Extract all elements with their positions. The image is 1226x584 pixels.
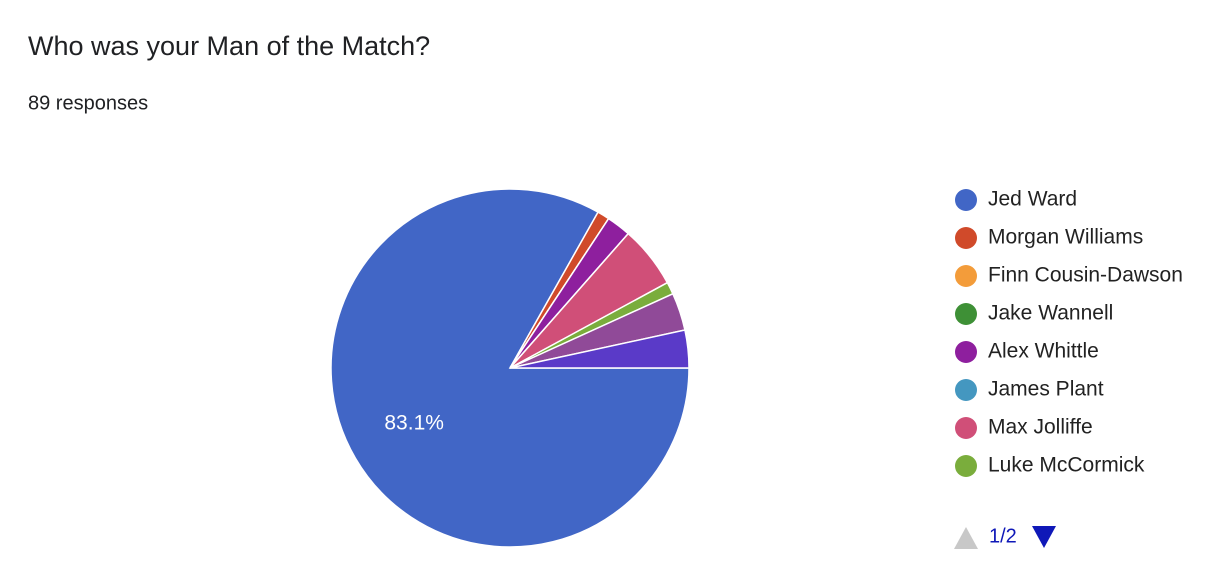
legend-swatch (955, 417, 977, 439)
legend-swatch (955, 455, 977, 477)
pie-slice (509, 329, 690, 369)
legend-label: Max Jolliffe (988, 416, 1093, 439)
legend-label: Finn Cousin-Dawson (988, 264, 1183, 287)
legend-prev-page[interactable] (954, 527, 978, 549)
legend-label: Jake Wannell (988, 302, 1113, 325)
legend-swatch (955, 341, 977, 363)
chart-title: Who was your Man of the Match? (28, 31, 430, 61)
legend-swatch (955, 303, 977, 325)
legend-swatch (955, 265, 977, 287)
response-count: 89 responses (28, 92, 148, 114)
legend-swatch (955, 379, 977, 401)
legend-label: Alex Whittle (988, 340, 1099, 363)
legend-next-page[interactable] (1032, 526, 1056, 548)
legend-label: Luke McCormick (988, 454, 1145, 477)
legend-page: 1/2 (989, 525, 1017, 547)
legend-label: Morgan Williams (988, 226, 1143, 249)
legend-swatch (955, 227, 977, 249)
legend-swatch (955, 189, 977, 211)
legend-label: Jed Ward (988, 188, 1077, 211)
value-label: 83.1% (384, 411, 444, 434)
legend-label: James Plant (988, 378, 1104, 401)
